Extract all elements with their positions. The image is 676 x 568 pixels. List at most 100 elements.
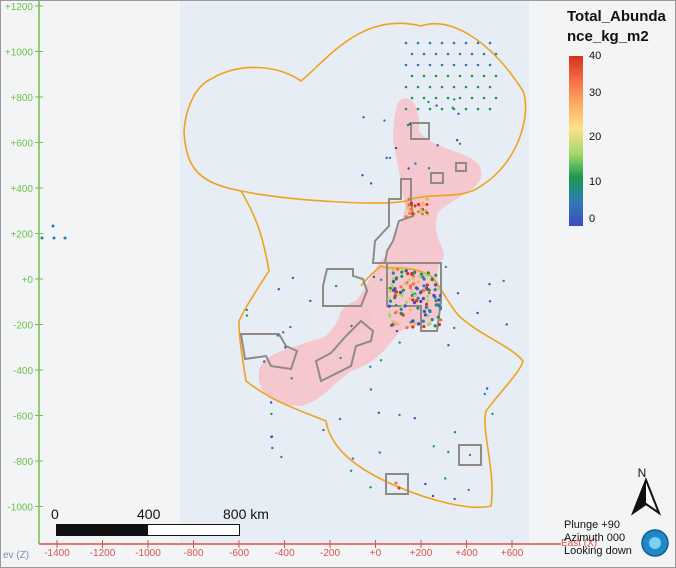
sample-point [410,96,414,100]
sample-point [436,303,440,307]
sample-point [434,273,438,277]
sample-point [476,63,480,67]
survey-boundary-south [238,190,524,509]
sample-point [446,52,450,56]
x-tick-label: -800 [183,548,203,559]
sample-point [269,401,273,404]
sample-point [428,85,432,89]
sample-point [428,309,432,313]
sample-point [404,300,409,304]
sample-point [425,283,429,287]
sample-point [464,107,468,111]
sample-point [428,41,432,45]
sample-point [428,63,432,67]
sample-point [410,271,414,276]
block-west [322,268,369,307]
y-tick-label: +0 [22,275,34,286]
sample-point [488,63,492,67]
block-outlines [239,122,482,495]
sample-point [52,236,56,240]
sample-point [422,284,426,288]
sample-point [413,321,417,325]
sample-point [453,98,456,101]
sample-point [411,282,415,286]
sample-points [40,41,508,501]
sample-point [394,481,398,485]
sample-point [277,288,280,291]
sample-point [457,112,460,116]
view-orientation-button[interactable] [641,529,669,557]
sample-point [428,107,432,111]
sample-point [411,212,415,216]
sample-point [394,276,399,280]
sample-point [372,275,376,279]
sample-point [394,290,398,294]
sample-point [413,294,417,298]
sample-point [427,167,431,170]
sample-point [422,288,426,292]
y-tick-label: -800 [13,457,33,468]
sample-point [411,276,415,280]
sample-point [436,144,439,147]
azimuth-text: Azimuth 000 [564,532,626,544]
north-arrow-half [633,480,646,513]
sample-point [270,435,274,438]
sample-point [494,74,498,78]
sample-point [411,319,415,323]
sample-point [417,275,421,279]
sample-point [369,365,372,368]
sample-point [426,314,430,318]
sample-point [458,96,462,100]
sample-point [426,294,430,298]
heat-zone-tail [339,301,373,334]
sample-point [349,469,353,472]
sample-point [494,96,498,100]
sample-point [422,52,426,56]
sample-point [399,307,403,311]
sample-point [491,412,494,416]
scale-label-400: 400 [137,506,161,522]
sample-point [406,206,410,210]
sample-point [422,203,425,207]
sample-point [289,325,292,329]
sample-point [414,162,417,165]
sample-point [412,301,417,305]
sample-point [446,74,450,78]
sample-point [416,63,420,67]
sample-point [476,85,480,89]
sample-point [410,74,414,78]
sample-point [425,197,429,201]
sample-point [433,324,437,328]
sample-point [410,293,414,297]
y-tick-label: -600 [13,412,33,423]
sample-point [422,96,426,100]
sample-point [437,298,441,302]
sample-point [482,74,486,78]
sample-point [399,290,403,294]
sample-point [404,215,408,219]
sample-point [407,278,411,282]
y-axis-ticks: +1200 +1000 +800 +600 +400 +200 +0 -200 -400 -600… [5,2,43,514]
sample-point [426,299,430,303]
sample-point [464,41,468,45]
sample-point [416,202,420,206]
sample-point [390,282,394,286]
sample-point [488,283,491,286]
sample-point [414,286,418,290]
sample-point [440,107,444,111]
scale-bar [56,524,240,536]
sample-point [391,323,395,327]
sample-point [476,107,480,111]
sample-point [290,377,293,380]
sample-point [422,325,426,329]
sample-point [434,283,438,287]
sample-point [421,212,424,216]
legend-colorbar [569,56,583,226]
compass[interactable]: N [630,466,662,516]
sample-point [430,278,434,282]
sample-point [408,286,413,290]
sample-point [408,122,411,126]
x-tick-label: +600 [501,548,524,559]
